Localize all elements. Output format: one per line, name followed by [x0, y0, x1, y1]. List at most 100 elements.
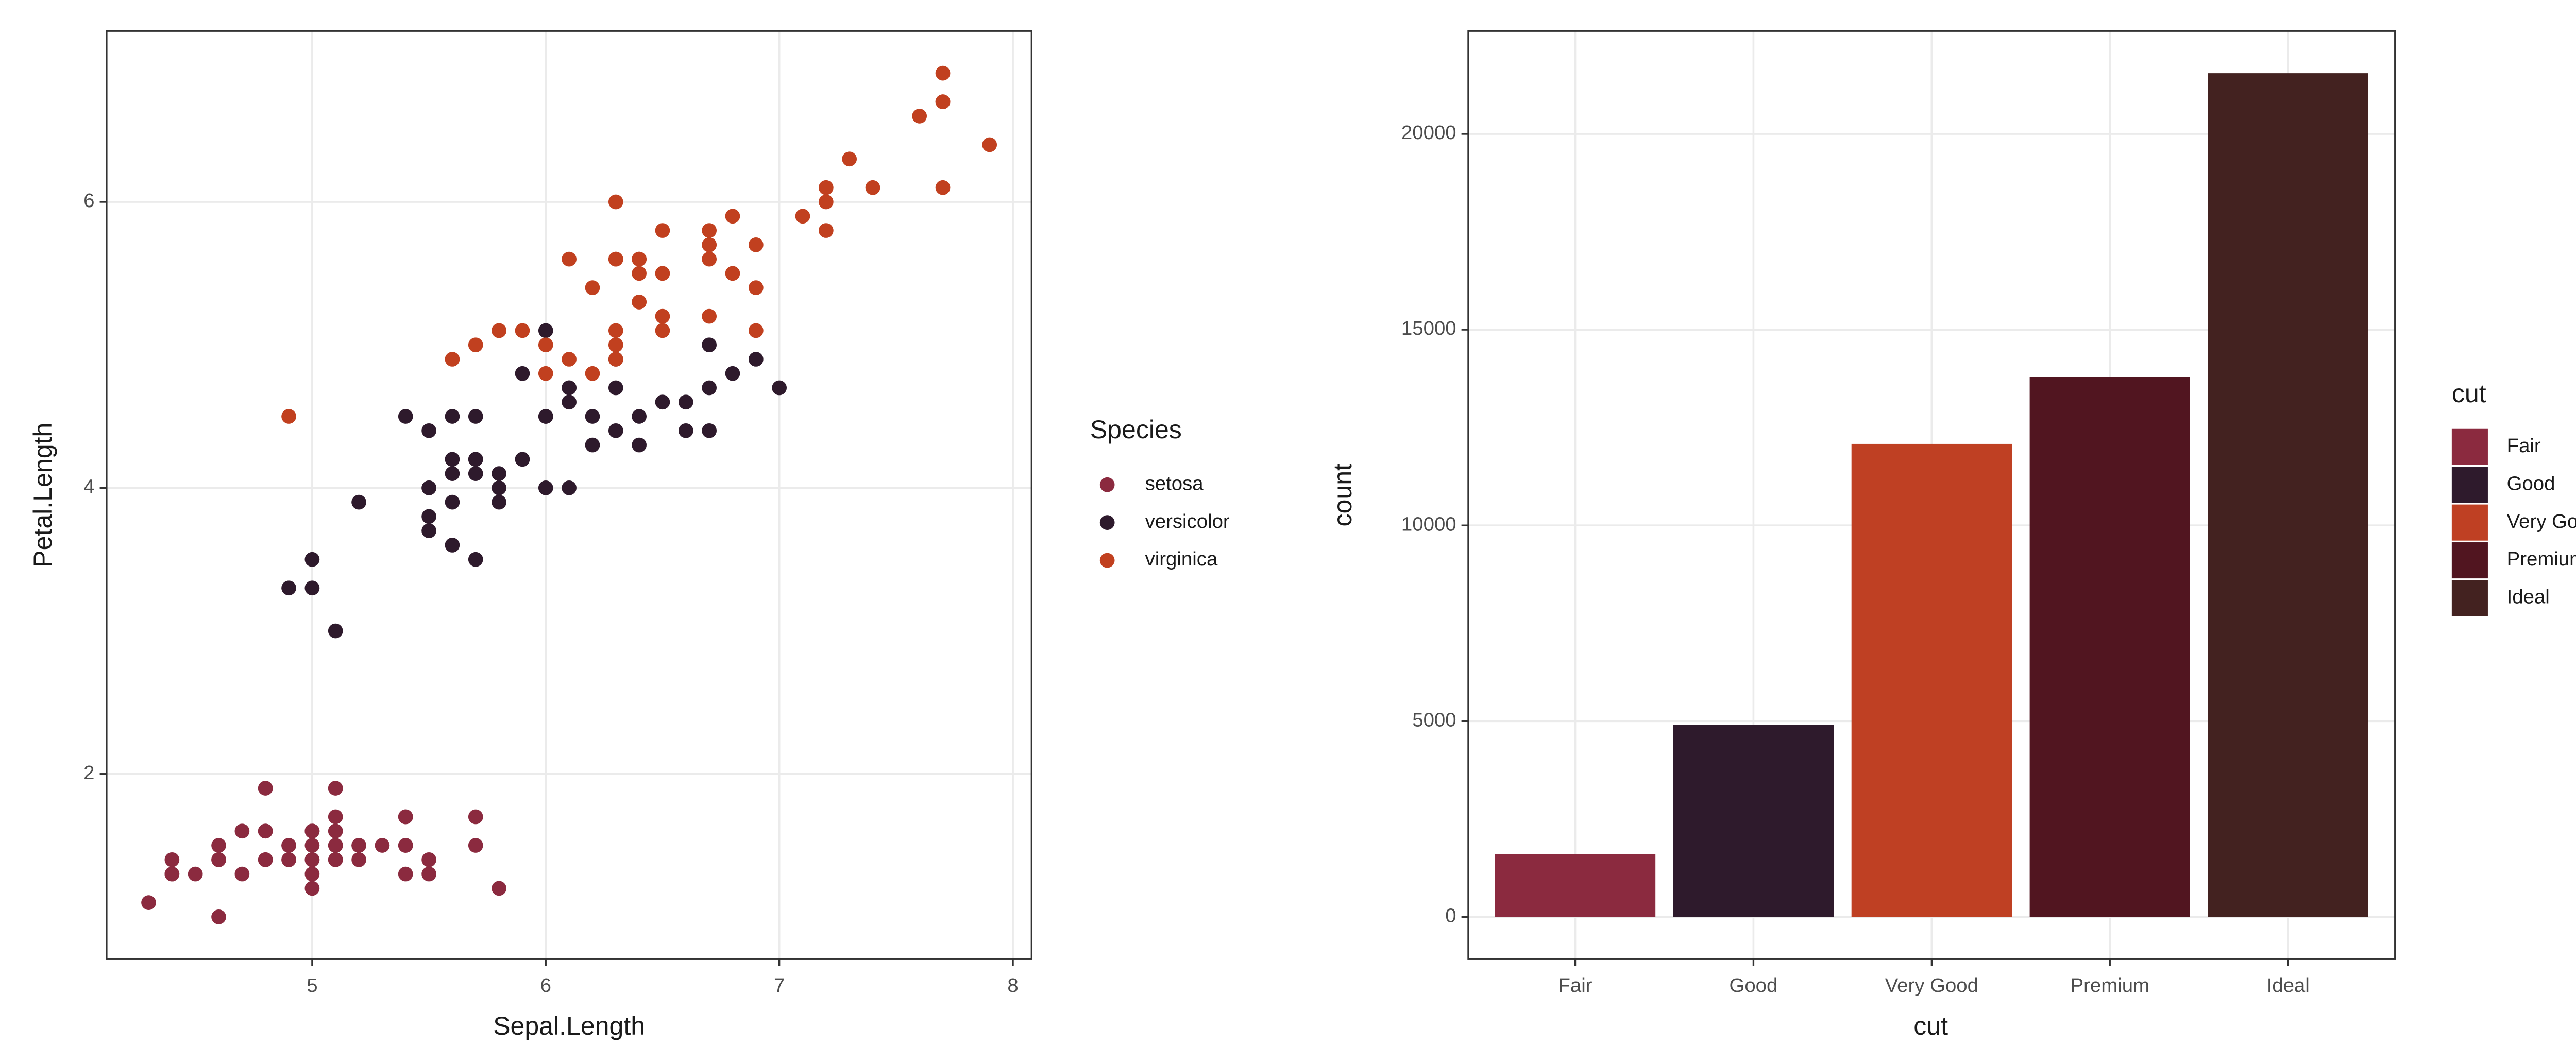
point — [562, 380, 577, 396]
point — [772, 380, 787, 396]
legend-label: setosa — [1145, 472, 1204, 494]
y-tick-label: 4 — [83, 476, 94, 498]
point — [725, 266, 740, 281]
legend-title: cut — [2452, 379, 2486, 408]
point — [492, 881, 506, 896]
point — [562, 352, 577, 367]
point — [608, 352, 623, 367]
x-tick-label: 7 — [774, 974, 785, 997]
x-tick-label: Very Good — [1885, 974, 1978, 997]
point — [328, 809, 343, 825]
x-tick-label: 6 — [540, 974, 551, 997]
point — [421, 523, 436, 539]
y-axis-title: count — [1328, 464, 1357, 527]
point — [304, 580, 320, 596]
legend-key — [2451, 428, 2488, 465]
point — [725, 209, 740, 224]
legend-title: Species — [1090, 415, 1182, 444]
x-tick-label: Ideal — [2267, 974, 2310, 997]
point — [608, 423, 623, 438]
point — [258, 781, 273, 796]
point — [655, 394, 670, 410]
legend-key — [2451, 542, 2488, 579]
point — [818, 223, 834, 238]
point — [515, 323, 530, 338]
point — [632, 409, 647, 424]
point — [468, 552, 483, 567]
point — [351, 852, 366, 867]
point — [258, 823, 273, 839]
point — [538, 409, 553, 424]
legend-label: virginica — [1145, 548, 1218, 570]
legend-key — [2451, 580, 2488, 616]
point — [328, 781, 343, 796]
point — [678, 394, 693, 410]
point — [281, 852, 296, 867]
point — [795, 209, 810, 224]
y-tick-label: 10000 — [1401, 513, 1456, 535]
point — [398, 809, 413, 825]
y-tick-label: 5000 — [1412, 709, 1456, 731]
legend-label: Very Good — [2507, 510, 2576, 533]
point — [304, 823, 320, 839]
point — [492, 494, 506, 510]
point — [421, 509, 436, 524]
point — [702, 237, 717, 252]
point — [632, 437, 647, 453]
point — [234, 823, 250, 839]
point — [281, 580, 296, 596]
point — [818, 194, 834, 210]
point — [188, 866, 203, 882]
point — [258, 852, 273, 867]
y-axis-title: Petal.Length — [28, 423, 57, 568]
point — [562, 394, 577, 410]
bar — [1851, 443, 2012, 917]
point — [211, 852, 226, 867]
point — [865, 180, 880, 195]
point — [818, 180, 834, 195]
y-tick-label: 2 — [83, 762, 94, 784]
legend-key — [1099, 553, 1115, 568]
point — [398, 838, 413, 853]
point — [702, 308, 717, 324]
point — [211, 909, 226, 924]
x-axis-title: cut — [1913, 1011, 1948, 1040]
point — [492, 323, 506, 338]
point — [211, 838, 226, 853]
y-tick-label: 6 — [83, 190, 94, 212]
point — [445, 538, 460, 553]
point — [655, 223, 670, 238]
point — [164, 866, 180, 882]
point — [468, 409, 483, 424]
panel-border — [1467, 30, 2396, 960]
point — [935, 180, 951, 195]
y-tick-label: 0 — [1445, 905, 1456, 927]
point — [912, 109, 927, 124]
point — [492, 480, 506, 495]
point — [585, 280, 600, 295]
point — [445, 494, 460, 510]
point — [748, 323, 764, 338]
bar — [1673, 725, 1834, 917]
point — [492, 466, 506, 481]
point — [421, 423, 436, 438]
point — [281, 409, 296, 424]
legend-label: versicolor — [1145, 510, 1230, 533]
point — [164, 852, 180, 867]
point — [585, 366, 600, 381]
point — [702, 423, 717, 438]
point — [748, 237, 764, 252]
point — [234, 866, 250, 882]
x-axis-title: Sepal.Length — [493, 1011, 645, 1040]
point — [304, 866, 320, 882]
point — [538, 366, 553, 381]
point — [328, 838, 343, 853]
point — [421, 480, 436, 495]
legend-key — [2451, 504, 2488, 541]
point — [632, 251, 647, 267]
point — [468, 809, 483, 825]
point — [585, 409, 600, 424]
point — [398, 866, 413, 882]
